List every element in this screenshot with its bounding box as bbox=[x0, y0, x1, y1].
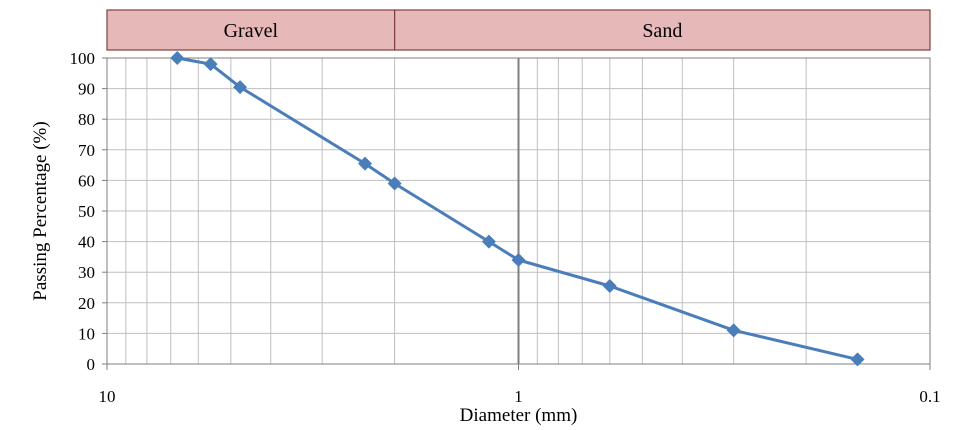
y-tick-label: 20 bbox=[78, 294, 95, 313]
y-tick-label: 50 bbox=[78, 202, 95, 221]
data-point-marker bbox=[726, 323, 741, 338]
data-point-marker bbox=[602, 278, 617, 293]
y-tick-label: 40 bbox=[78, 233, 95, 252]
data-point-marker bbox=[233, 80, 248, 95]
band-0 bbox=[106, 9, 396, 51]
series-line bbox=[176, 56, 858, 361]
y-tick-label: 90 bbox=[78, 80, 95, 99]
data-point-marker bbox=[481, 234, 496, 249]
y-tick-label: 70 bbox=[78, 141, 95, 160]
y-tick-label: 60 bbox=[78, 171, 95, 190]
y-tick-label: 80 bbox=[78, 110, 95, 129]
y-tick-label: 30 bbox=[78, 263, 95, 282]
grid-lines bbox=[107, 57, 930, 364]
band-1 bbox=[394, 9, 931, 51]
data-point-marker bbox=[203, 57, 218, 72]
x-axis-title: Diameter (mm) bbox=[460, 405, 578, 426]
data-point-marker bbox=[358, 156, 373, 171]
band-label: Gravel bbox=[224, 20, 279, 42]
x-tick-label: 10 bbox=[99, 387, 116, 406]
band-label: Sand bbox=[642, 20, 682, 42]
y-tick-label: 100 bbox=[70, 49, 96, 68]
y-tick-label: 0 bbox=[87, 355, 96, 374]
x-tick-labels: 10 1 0.1 bbox=[99, 364, 941, 406]
data-point-marker bbox=[170, 51, 185, 65]
x-tick-label: 1 bbox=[514, 387, 523, 406]
data-markers bbox=[170, 51, 865, 367]
x-tick-label: 0.1 bbox=[919, 387, 940, 406]
y-tick-labels: 0 10 20 30 40 50 60 70 80 90 100 bbox=[70, 49, 107, 374]
y-axis-title: Passing Percentage (%) bbox=[30, 121, 51, 300]
data-point-marker bbox=[850, 352, 865, 367]
data-point-marker bbox=[511, 252, 526, 267]
data-point-marker bbox=[387, 176, 402, 191]
soil-class-bands: Gravel Sand bbox=[106, 9, 931, 51]
y-tick-label: 10 bbox=[78, 324, 95, 343]
